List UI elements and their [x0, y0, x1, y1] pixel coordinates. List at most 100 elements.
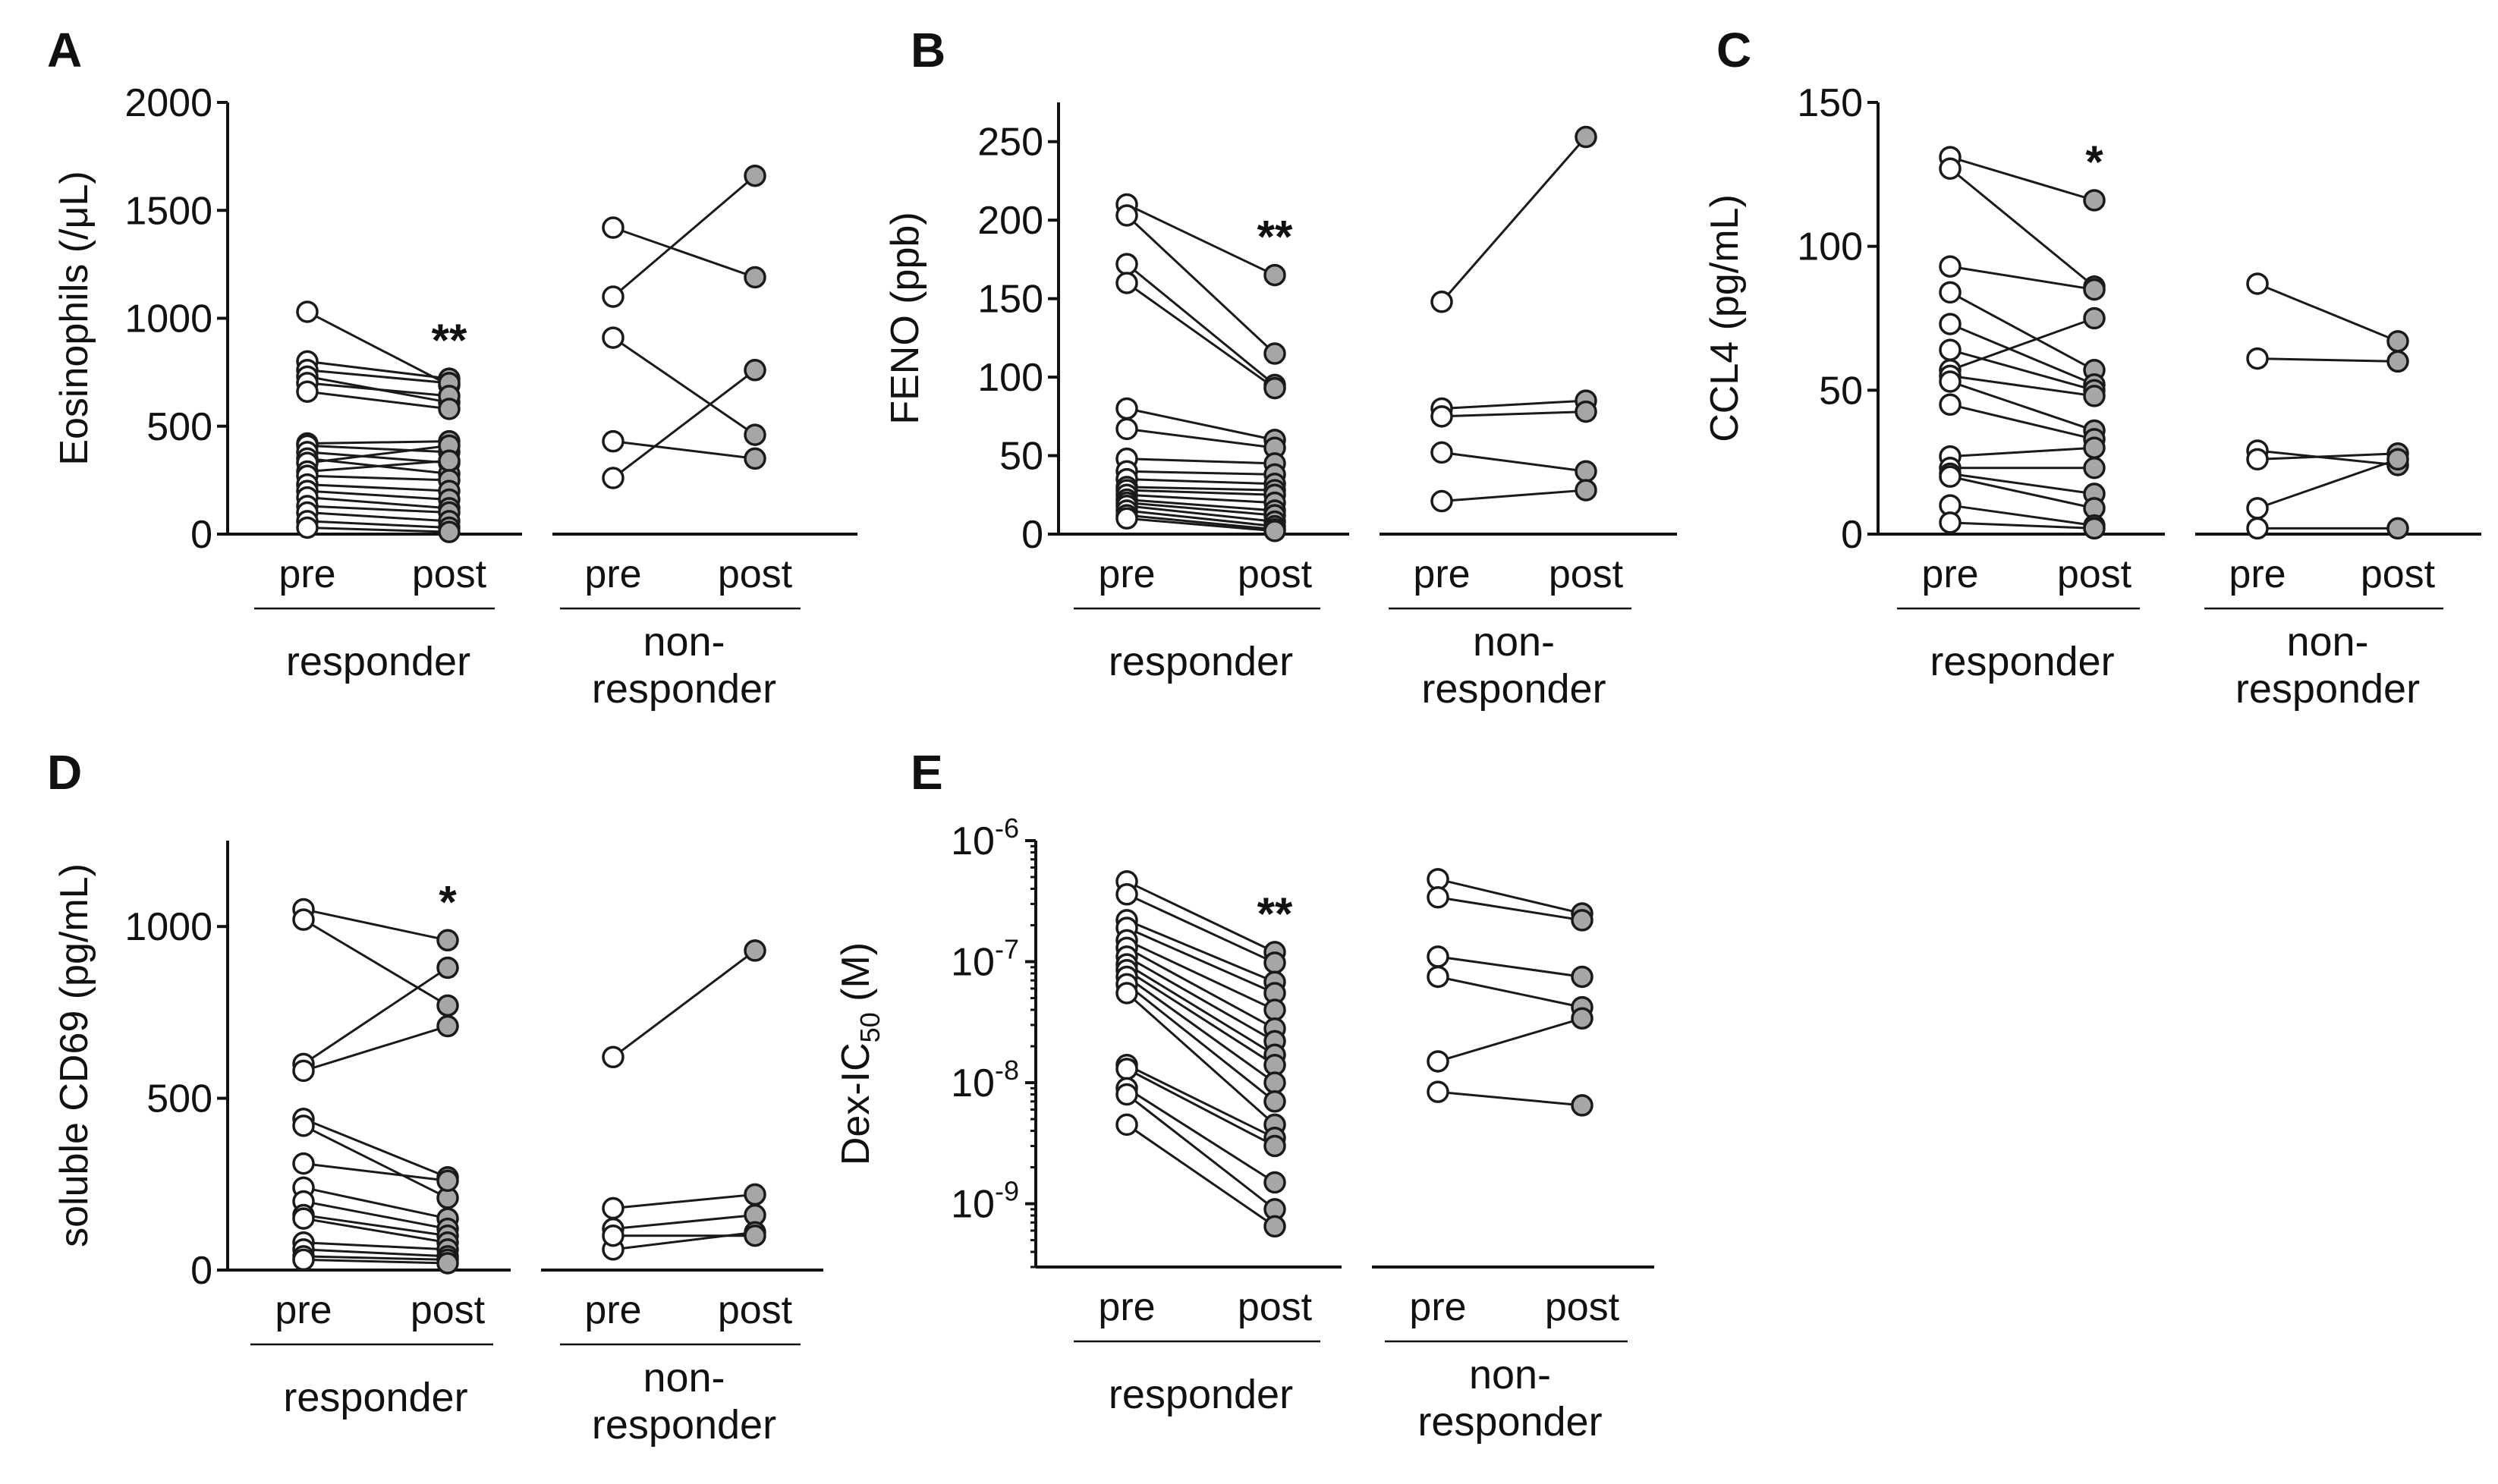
y-axis-title-e: Dex-IC50 (M): [834, 942, 886, 1165]
x-tick-label-nonresponder-c: pre: [2229, 552, 2286, 596]
point-post-responder-c: [2083, 307, 2106, 330]
point-pre-nonresponder-e: [1427, 868, 1449, 891]
y-tick-label-c: 150: [1797, 81, 1863, 125]
pair-line-responder-b: [1126, 478, 1276, 486]
pair-line-responder-c: [1949, 265, 2095, 291]
x-tick-label-responder-e: post: [1238, 1285, 1313, 1329]
pair-line-responder-c: [1949, 403, 2095, 441]
point-pre-nonresponder-c: [2246, 497, 2269, 520]
x-tick-label-responder-e: pre: [1098, 1285, 1155, 1329]
point-post-responder-a: [438, 520, 461, 543]
point-pre-responder-a: [296, 300, 319, 323]
group-label-nonresponder-line1-b: non-: [1473, 619, 1555, 665]
point-post-responder-a: [438, 398, 461, 420]
x-tick-label-responder-c: post: [2057, 552, 2132, 596]
pair-line-responder-e: [1126, 1064, 1276, 1140]
pair-line-responder-c: [1949, 380, 2095, 432]
point-post-nonresponder-d: [744, 1224, 766, 1247]
group-label-nonresponder-line1-c: non-: [2286, 619, 2368, 665]
point-post-nonresponder-b: [1575, 479, 1597, 501]
pair-line-responder-d: [303, 1124, 448, 1199]
point-pre-nonresponder-b: [1430, 489, 1453, 513]
point-pre-responder-c: [1939, 370, 1962, 393]
group-label-responder-e: responder: [1109, 1372, 1293, 1417]
y-tick-label-d: 0: [190, 1249, 212, 1293]
pair-line-responder-d: [303, 1118, 448, 1179]
point-post-responder-b: [1263, 342, 1286, 365]
point-post-nonresponder-c: [2386, 330, 2409, 353]
point-pre-responder-d: [292, 1152, 315, 1175]
pair-line-responder-a: [307, 526, 450, 533]
point-post-responder-e: [1263, 1134, 1286, 1158]
group-label-nonresponder-line1-d: non-: [643, 1355, 725, 1401]
pair-line-nonresponder-e: [1437, 975, 1583, 1009]
y-axis-title-d: soluble CD69 (pg/mL): [52, 863, 96, 1247]
y-tick-label-c: 0: [1841, 513, 1863, 557]
pair-line-responder-d: [303, 908, 448, 942]
pair-line-responder-c: [1949, 475, 2095, 510]
significance-marker-c: *: [2085, 137, 2103, 187]
pair-line-responder-c: [1949, 504, 2095, 527]
point-post-nonresponder-d: [744, 1183, 766, 1206]
pair-line-responder-b: [1126, 457, 1276, 465]
point-post-nonresponder-e: [1571, 1007, 1593, 1030]
pair-line-responder-b: [1126, 498, 1276, 512]
pair-line-responder-a: [307, 440, 450, 445]
pair-line-responder-b: [1126, 470, 1276, 476]
point-pre-nonresponder-a: [602, 326, 624, 349]
point-pre-responder-d: [292, 1248, 315, 1272]
pair-line-nonresponder-a: [612, 369, 756, 479]
pair-line-responder-e: [1126, 983, 1276, 1102]
pair-line-responder-b: [1126, 514, 1276, 531]
point-post-nonresponder-b: [1575, 460, 1597, 483]
point-pre-responder-b: [1115, 204, 1138, 227]
point-pre-responder-c: [1939, 465, 1962, 488]
point-pre-nonresponder-a: [602, 467, 624, 489]
point-pre-nonresponder-a: [602, 216, 624, 239]
point-pre-responder-b: [1115, 253, 1138, 275]
pair-line-responder-e: [1126, 947, 1276, 1030]
pair-line-responder-d: [303, 1186, 448, 1220]
point-pre-responder-e: [1115, 1083, 1138, 1106]
point-pre-nonresponder-c: [2246, 347, 2269, 370]
point-pre-responder-c: [1939, 338, 1962, 361]
pair-line-responder-d: [303, 1255, 448, 1261]
pair-line-responder-a: [307, 489, 450, 501]
pair-line-responder-e: [1126, 919, 1276, 983]
pair-line-responder-c: [1949, 168, 2095, 288]
group-label-nonresponder-line2-d: responder: [592, 1402, 776, 1448]
group-label-nonresponder-line1-e: non-: [1469, 1352, 1551, 1398]
pair-line-responder-d: [303, 1162, 448, 1182]
point-pre-nonresponder-b: [1430, 405, 1453, 428]
point-pre-nonresponder-a: [602, 429, 624, 453]
point-pre-nonresponder-d: [602, 1196, 624, 1220]
pair-line-responder-b: [1126, 505, 1276, 523]
pair-line-nonresponder-a: [612, 174, 756, 298]
x-tick-label-responder-d: post: [411, 1288, 486, 1332]
pair-line-nonresponder-b: [1441, 399, 1587, 410]
x-tick-label-responder-b: post: [1238, 552, 1313, 596]
point-pre-nonresponder-e: [1427, 1080, 1449, 1103]
x-tick-label-responder-d: pre: [275, 1288, 332, 1332]
pair-line-responder-a: [307, 444, 450, 454]
pair-line-responder-a: [307, 474, 450, 482]
pair-line-responder-c: [1949, 322, 2095, 386]
y-tick-label-e: 10-6: [951, 813, 1019, 863]
pair-line-responder-b: [1126, 407, 1276, 442]
y-axis-title-b: FENO (ppb): [883, 212, 927, 424]
pair-line-nonresponder-e: [1437, 896, 1583, 922]
point-pre-responder-c: [1939, 157, 1962, 180]
point-post-nonresponder-a: [744, 266, 766, 289]
point-pre-responder-a: [296, 380, 319, 403]
pair-line-nonresponder-c: [2257, 357, 2399, 363]
y-tick-label-b: 250: [977, 121, 1043, 165]
pair-line-responder-a: [307, 390, 450, 410]
pair-line-responder-d: [303, 967, 448, 1065]
point-pre-responder-c: [1939, 255, 1962, 278]
point-post-responder-e: [1263, 1171, 1286, 1194]
pair-line-responder-b: [1126, 486, 1276, 492]
point-post-nonresponder-b: [1575, 400, 1597, 423]
point-pre-responder-c: [1939, 511, 1962, 534]
pair-line-responder-c: [1949, 156, 2095, 202]
pair-line-responder-a: [307, 310, 450, 387]
